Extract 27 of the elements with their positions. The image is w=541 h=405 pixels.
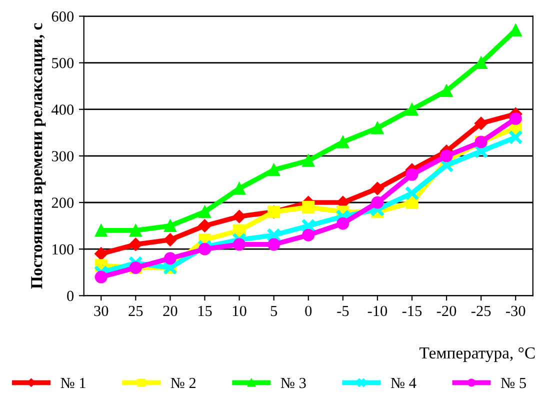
legend-label: № 3 <box>280 378 306 388</box>
x-tick-label: -10 <box>368 306 388 316</box>
y-axis-title: Постоянная времени релаксации, с <box>31 23 46 289</box>
y-tick-label: 100 <box>52 244 74 255</box>
y-tick-label: 300 <box>52 151 74 162</box>
x-tick-label: 0 <box>305 306 312 316</box>
legend-label: № 1 <box>60 378 86 388</box>
x-tick-label: 5 <box>270 306 278 316</box>
x-tick-label: -30 <box>506 306 526 316</box>
x-tick-label: 15 <box>198 306 212 316</box>
y-tick-label: 0 <box>67 290 74 302</box>
x-tick-label: -5 <box>337 306 349 316</box>
legend-label: № 2 <box>170 378 196 388</box>
legend-label: № 4 <box>390 378 416 388</box>
x-tick-label: -15 <box>402 306 422 316</box>
x-tick-label: 20 <box>163 306 178 316</box>
y-tick-label: 400 <box>52 104 74 115</box>
y-tick-label: 600 <box>52 11 74 22</box>
x-axis-title: Температура, °С <box>420 347 535 362</box>
y-tick-label: 500 <box>52 58 74 68</box>
x-tick-label: 25 <box>128 306 143 316</box>
x-tick-label: -20 <box>436 306 456 316</box>
x-tick-label: 30 <box>94 306 108 316</box>
x-tick-label: 10 <box>232 306 246 316</box>
x-tick-label: -25 <box>471 306 491 316</box>
y-tick-label: 200 <box>52 198 74 208</box>
legend-label: № 5 <box>500 378 526 388</box>
